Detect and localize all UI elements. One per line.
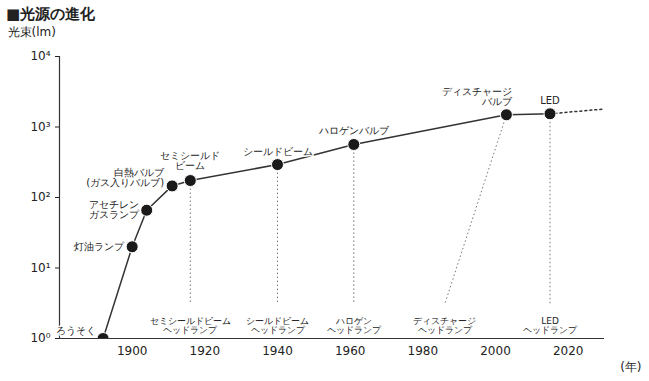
- html-text:■光源の進化: ■光源の進化: [6, 5, 96, 23]
- svg-text:セミシールドビーム: セミシールドビーム: [160, 150, 220, 171]
- svg-text:2000: 2000: [480, 344, 511, 358]
- svg-text:(年): (年): [620, 360, 641, 374]
- svg-text:ハロゲンヘッドランプ: ハロゲンヘッドランプ: [327, 316, 382, 335]
- svg-text:ろうそく: ろうそく: [56, 325, 96, 336]
- svg-text:1960: 1960: [335, 344, 366, 358]
- svg-text:10⁰: 10⁰: [30, 331, 50, 345]
- svg-text:白熱バルブ(ガス入りバルブ): 白熱バルブ(ガス入りバルブ): [86, 167, 165, 188]
- svg-text:光束(lm): 光束(lm): [8, 25, 56, 39]
- svg-text:ディスチャージヘッドランプ: ディスチャージヘッドランプ: [413, 316, 476, 335]
- svg-text:シールドビーム: シールドビーム: [243, 146, 313, 157]
- svg-text:1980: 1980: [408, 344, 439, 358]
- svg-text:2020: 2020: [553, 344, 584, 358]
- svg-text:ディスチャージバルブ: ディスチャージバルブ: [442, 86, 513, 107]
- svg-text:ハロゲンバルブ: ハロゲンバルブ: [318, 125, 390, 136]
- svg-text:灯油ランプ: 灯油ランプ: [74, 241, 125, 252]
- svg-text:10¹: 10¹: [30, 261, 50, 275]
- svg-text:LED: LED: [540, 95, 560, 106]
- svg-text:アセチレンガスランプ: アセチレンガスランプ: [89, 199, 140, 220]
- svg-text:1900: 1900: [117, 344, 148, 358]
- svg-text:10³: 10³: [30, 120, 50, 134]
- svg-text:10²: 10²: [30, 190, 50, 204]
- svg-text:シールドビームヘッドランプ: シールドビームヘッドランプ: [246, 316, 309, 335]
- svg-text:1940: 1940: [262, 344, 293, 358]
- svg-text:LEDヘッドランプ: LEDヘッドランプ: [523, 316, 578, 335]
- svg-text:1920: 1920: [190, 344, 221, 358]
- svg-text:セミシールドビームヘッドランプ: セミシールドビームヘッドランプ: [150, 316, 231, 335]
- svg-text:10⁴: 10⁴: [30, 49, 50, 63]
